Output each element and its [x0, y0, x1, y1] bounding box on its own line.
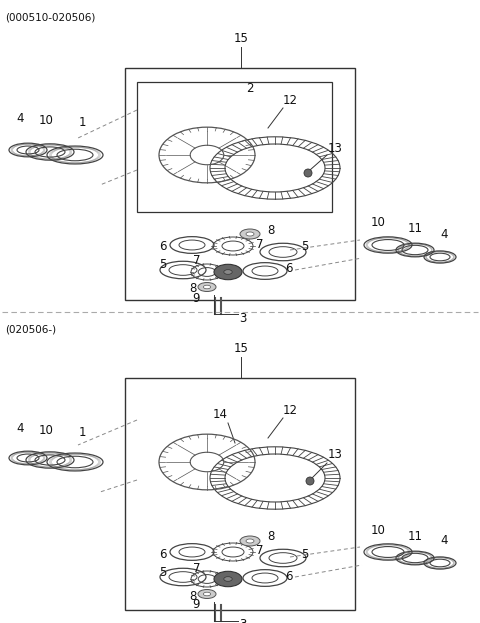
Text: 8: 8 [189, 282, 197, 295]
Text: 13: 13 [327, 141, 342, 155]
Text: 10: 10 [38, 424, 53, 437]
Text: 9: 9 [192, 599, 200, 612]
Text: 1: 1 [78, 115, 86, 128]
Ellipse shape [304, 169, 312, 177]
Text: 15: 15 [234, 341, 249, 354]
Text: 8: 8 [189, 589, 197, 602]
Ellipse shape [198, 282, 216, 292]
Text: 5: 5 [159, 259, 167, 272]
Bar [137, 82, 332, 212]
Bar [125, 68, 355, 300]
Ellipse shape [214, 571, 242, 587]
Text: 10: 10 [371, 523, 385, 536]
Ellipse shape [224, 577, 232, 581]
Text: 6: 6 [285, 262, 293, 275]
Ellipse shape [246, 539, 254, 543]
Text: 15: 15 [234, 32, 249, 44]
Text: 12: 12 [283, 404, 298, 417]
Ellipse shape [246, 232, 254, 236]
Text: 3: 3 [240, 619, 247, 623]
Ellipse shape [306, 477, 314, 485]
Text: 9: 9 [192, 292, 200, 305]
Ellipse shape [214, 264, 242, 280]
Text: 7: 7 [193, 561, 201, 574]
Text: 6: 6 [159, 240, 167, 254]
Text: (020506-): (020506-) [5, 325, 56, 335]
Text: 8: 8 [267, 531, 275, 543]
Text: 12: 12 [283, 93, 298, 107]
Text: 5: 5 [301, 240, 309, 254]
Text: 10: 10 [371, 216, 385, 229]
Text: 6: 6 [285, 569, 293, 583]
Ellipse shape [204, 592, 211, 596]
Ellipse shape [224, 270, 232, 274]
Bar [125, 378, 355, 610]
Text: 10: 10 [38, 113, 53, 126]
Ellipse shape [240, 536, 260, 546]
Text: 4: 4 [440, 227, 448, 240]
Text: 7: 7 [256, 237, 264, 250]
Text: 13: 13 [327, 449, 342, 462]
Text: 14: 14 [213, 409, 228, 422]
Ellipse shape [204, 285, 211, 289]
Text: 2: 2 [246, 82, 254, 95]
Text: 5: 5 [301, 548, 309, 561]
Text: 1: 1 [78, 426, 86, 439]
Text: 5: 5 [159, 566, 167, 579]
Text: (000510-020506): (000510-020506) [5, 12, 96, 22]
Text: 8: 8 [267, 224, 275, 237]
Text: 7: 7 [256, 543, 264, 556]
Text: 6: 6 [159, 548, 167, 561]
Text: 11: 11 [408, 222, 422, 234]
Ellipse shape [198, 589, 216, 599]
Text: 3: 3 [240, 312, 247, 325]
Text: 11: 11 [408, 530, 422, 543]
Text: 4: 4 [440, 533, 448, 546]
Text: 4: 4 [16, 112, 24, 125]
Ellipse shape [240, 229, 260, 239]
Text: 4: 4 [16, 422, 24, 434]
Text: 7: 7 [193, 255, 201, 267]
